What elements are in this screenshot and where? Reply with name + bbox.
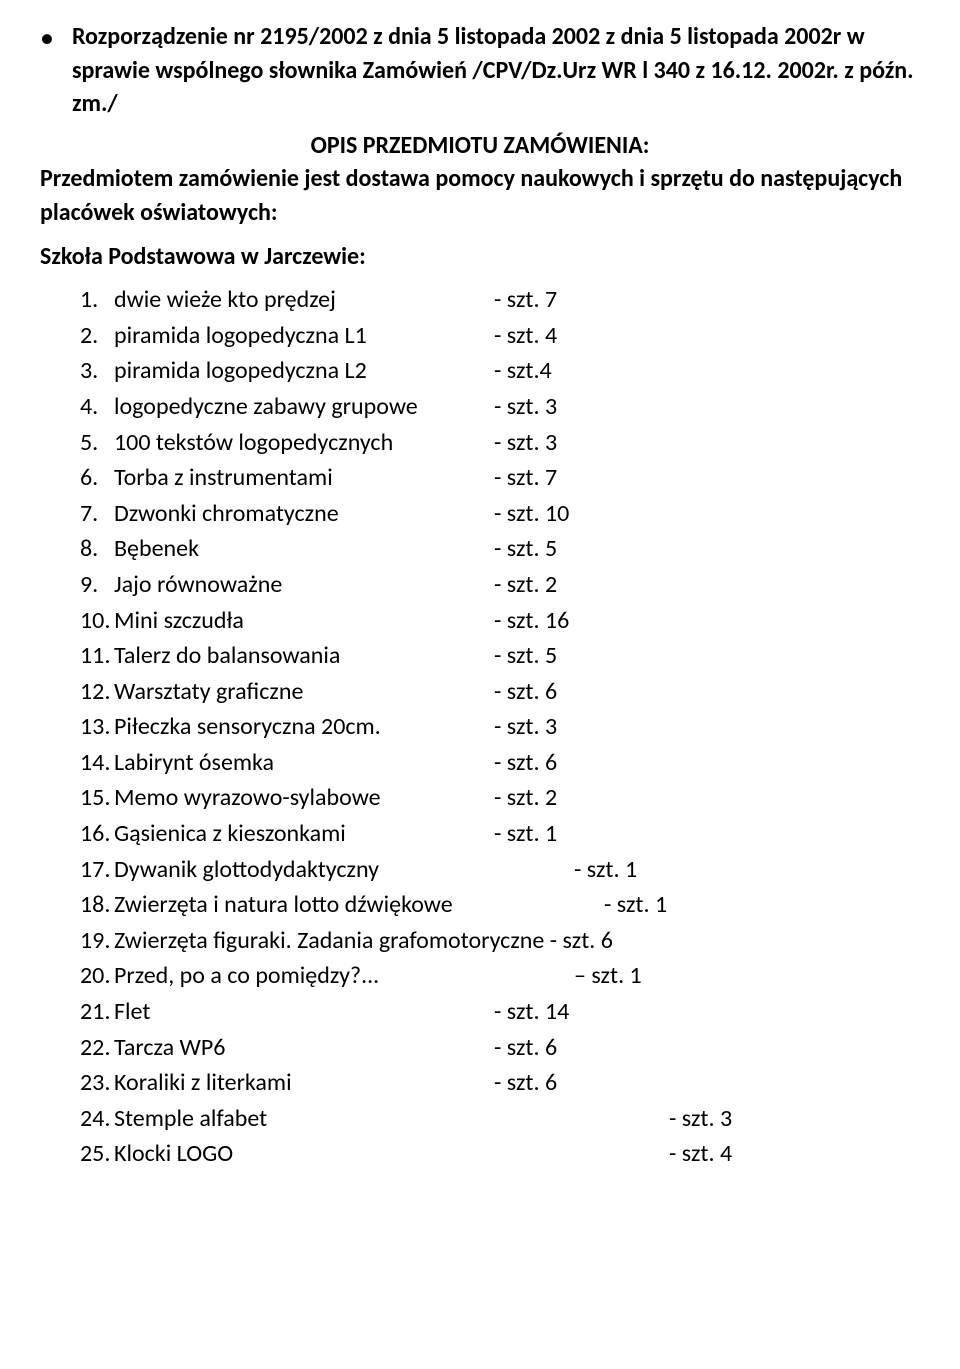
list-item: Warsztaty graficzne- szt. 6 bbox=[80, 675, 920, 709]
item-name: Jajo równoważne bbox=[114, 568, 494, 602]
item-name: piramida logopedyczna L2 bbox=[114, 354, 494, 388]
item-name: Talerz do balansowania bbox=[114, 639, 494, 673]
list-item: Jajo równoważne- szt. 2 bbox=[80, 568, 920, 602]
list-item: Mini szczudła- szt. 16 bbox=[80, 604, 920, 638]
list-item: Koraliki z literkami- szt. 6 bbox=[80, 1066, 920, 1100]
item-name: Mini szczudła bbox=[114, 604, 494, 638]
list-item: Zwierzęta figuraki. Zadania grafomotoryc… bbox=[80, 924, 920, 958]
list-item: Zwierzęta i natura lotto dźwiękowe- szt.… bbox=[80, 888, 920, 922]
item-qty: - szt. 6 bbox=[494, 1066, 557, 1100]
list-item: logopedyczne zabawy grupowe- szt. 3 bbox=[80, 390, 920, 424]
item-name: Flet bbox=[114, 995, 494, 1029]
item-name: Przed, po a co pomiędzy?... bbox=[114, 959, 574, 993]
list-item: Gąsienica z kieszonkami- szt. 1 bbox=[80, 817, 920, 851]
item-name: Dywanik glottodydaktyczny bbox=[114, 853, 574, 887]
item-name: piramida logopedyczna L1 bbox=[114, 319, 494, 353]
list-item: Memo wyrazowo-sylabowe- szt. 2 bbox=[80, 781, 920, 815]
item-qty: - szt. 6 bbox=[494, 675, 557, 709]
item-list: dwie wieże kto prędzej- szt. 7piramida l… bbox=[80, 283, 920, 1171]
list-item: Bębenek- szt. 5 bbox=[80, 532, 920, 566]
item-name: Tarcza WP6 bbox=[114, 1031, 494, 1065]
item-qty: - szt. 4 bbox=[494, 319, 557, 353]
regulation-text: Rozporządzenie nr 2195/2002 z dnia 5 lis… bbox=[72, 20, 920, 121]
item-qty: - szt. 1 bbox=[574, 853, 637, 887]
item-qty: - szt. 2 bbox=[494, 781, 557, 815]
opis-heading: OPIS PRZEDMIOTU ZAMÓWIENIA: bbox=[40, 129, 920, 163]
item-name: Bębenek bbox=[114, 532, 494, 566]
item-qty: - szt. 2 bbox=[494, 568, 557, 602]
list-item: piramida logopedyczna L1- szt. 4 bbox=[80, 319, 920, 353]
item-qty: - szt. 5 bbox=[494, 639, 557, 673]
list-item: Tarcza WP6- szt. 6 bbox=[80, 1031, 920, 1065]
item-name: Labirynt ósemka bbox=[114, 746, 494, 780]
item-qty: - szt. 1 bbox=[604, 888, 667, 922]
item-name: Warsztaty graficzne bbox=[114, 675, 494, 709]
item-name: 100 tekstów logopedycznych bbox=[114, 426, 494, 460]
item-qty: - szt. 4 bbox=[669, 1137, 732, 1171]
item-name: logopedyczne zabawy grupowe bbox=[114, 390, 494, 424]
item-name: Torba z instrumentami bbox=[114, 461, 494, 495]
list-item: Piłeczka sensoryczna 20cm.- szt. 3 bbox=[80, 710, 920, 744]
list-item: Stemple alfabet- szt. 3 bbox=[80, 1102, 920, 1136]
item-qty: - szt. 6 bbox=[494, 1031, 557, 1065]
item-qty: - szt. 10 bbox=[494, 497, 569, 531]
list-item: Torba z instrumentami- szt. 7 bbox=[80, 461, 920, 495]
item-name: Piłeczka sensoryczna 20cm. bbox=[114, 710, 494, 744]
item-qty: - szt. 5 bbox=[494, 532, 557, 566]
item-qty: - szt. 3 bbox=[494, 710, 557, 744]
item-name: Klocki LOGO bbox=[114, 1137, 669, 1171]
list-item: dwie wieże kto prędzej- szt. 7 bbox=[80, 283, 920, 317]
item-qty: - szt. 1 bbox=[494, 817, 557, 851]
item-name: Dzwonki chromatyczne bbox=[114, 497, 494, 531]
item-name: Zwierzęta figuraki. Zadania grafomotoryc… bbox=[114, 924, 613, 958]
list-item: 100 tekstów logopedycznych- szt. 3 bbox=[80, 426, 920, 460]
item-qty: - szt. 3 bbox=[669, 1102, 732, 1136]
regulation-block: • Rozporządzenie nr 2195/2002 z dnia 5 l… bbox=[40, 20, 920, 121]
item-qty: - szt. 3 bbox=[494, 426, 557, 460]
item-qty: - szt. 7 bbox=[494, 461, 557, 495]
item-qty: - szt. 3 bbox=[494, 390, 557, 424]
item-name: Gąsienica z kieszonkami bbox=[114, 817, 494, 851]
list-item: Labirynt ósemka- szt. 6 bbox=[80, 746, 920, 780]
item-qty: - szt. 14 bbox=[494, 995, 569, 1029]
opis-paragraph: Przedmiotem zamówienie jest dostawa pomo… bbox=[40, 162, 920, 229]
item-qty: - szt. 16 bbox=[494, 604, 569, 638]
list-item: Klocki LOGO- szt. 4 bbox=[80, 1137, 920, 1171]
list-item: Dywanik glottodydaktyczny- szt. 1 bbox=[80, 853, 920, 887]
item-name: Zwierzęta i natura lotto dźwiękowe bbox=[114, 888, 604, 922]
item-name: Stemple alfabet bbox=[114, 1102, 669, 1136]
item-qty: – szt. 1 bbox=[574, 959, 642, 993]
document-page: • Rozporządzenie nr 2195/2002 z dnia 5 l… bbox=[0, 0, 960, 1369]
list-item: Flet- szt. 14 bbox=[80, 995, 920, 1029]
item-name: Koraliki z literkami bbox=[114, 1066, 494, 1100]
item-qty: - szt. 7 bbox=[494, 283, 557, 317]
list-item: Dzwonki chromatyczne- szt. 10 bbox=[80, 497, 920, 531]
list-item: piramida logopedyczna L2- szt.4 bbox=[80, 354, 920, 388]
item-name: Memo wyrazowo-sylabowe bbox=[114, 781, 494, 815]
item-name: dwie wieże kto prędzej bbox=[114, 283, 494, 317]
list-item: Przed, po a co pomiędzy?...– szt. 1 bbox=[80, 959, 920, 993]
item-qty: - szt.4 bbox=[494, 354, 552, 388]
section-title: Szkoła Podstawowa w Jarczewie: bbox=[40, 240, 920, 274]
item-qty: - szt. 6 bbox=[494, 746, 557, 780]
bullet-icon: • bbox=[40, 24, 54, 52]
list-item: Talerz do balansowania- szt. 5 bbox=[80, 639, 920, 673]
